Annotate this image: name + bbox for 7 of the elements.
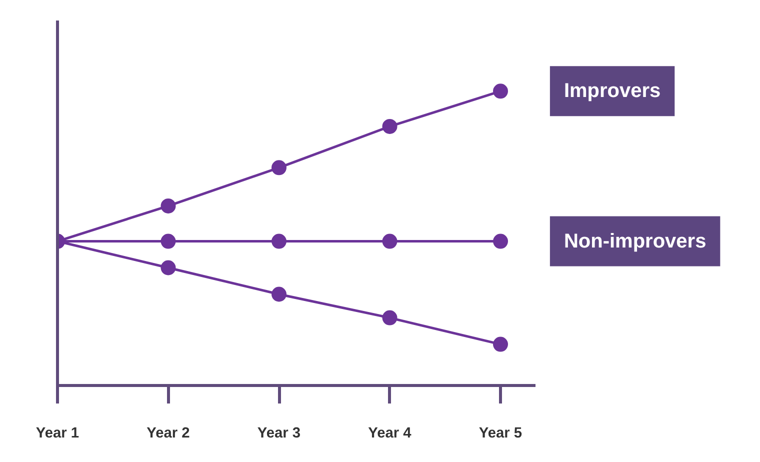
x-tick-label: Year 2 <box>146 426 190 442</box>
x-tick-label: Year 1 <box>36 426 80 442</box>
x-tick-label: Year 3 <box>257 426 301 442</box>
text: Improvers <box>564 80 661 102</box>
text: Non-improvers <box>564 230 706 252</box>
x-tick-label: Year 4 <box>368 426 412 442</box>
x-tick-label: Year 5 <box>478 426 522 442</box>
